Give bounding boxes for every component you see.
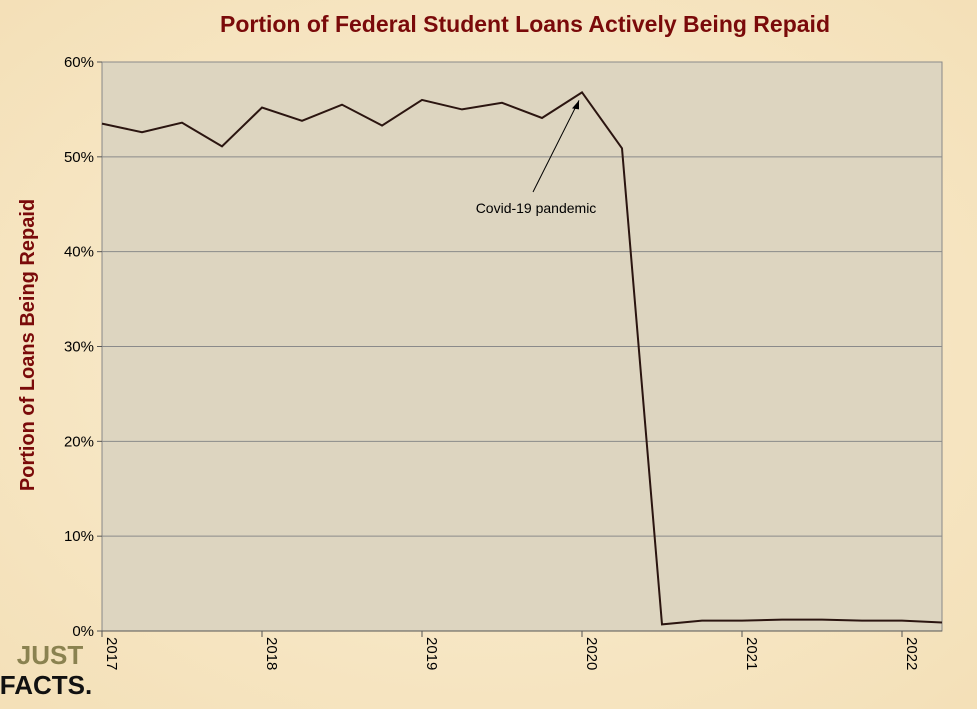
y-tick-label: 0% [72,623,94,640]
y-tick-label: 50% [64,149,94,166]
y-tick-label: 10% [64,528,94,545]
logo: JUST [17,640,84,670]
y-axis-title: Portion of Loans Being Repaid [17,199,39,491]
chart-title: Portion of Federal Student Loans Activel… [220,11,830,37]
y-tick-label: 60% [64,54,94,71]
x-tick-label: 2017 [103,637,120,670]
annotation: Covid-19 pandemic [476,200,597,216]
x-tick-label: 2019 [423,637,440,670]
x-tick-label: 2021 [743,637,760,670]
line [101,90,943,626]
x-tick-label: 2020 [583,637,600,670]
annotation-arrowhead [572,100,579,110]
x-tick-label: 2022 [903,637,920,670]
y-tick-label: 30% [64,339,94,356]
annotation-arrow [532,100,580,193]
y-tick-label: 40% [64,244,94,261]
logo: FACTS. [0,670,92,700]
y-tick-label: 20% [64,433,94,450]
x-tick-label: 2018 [263,637,280,670]
